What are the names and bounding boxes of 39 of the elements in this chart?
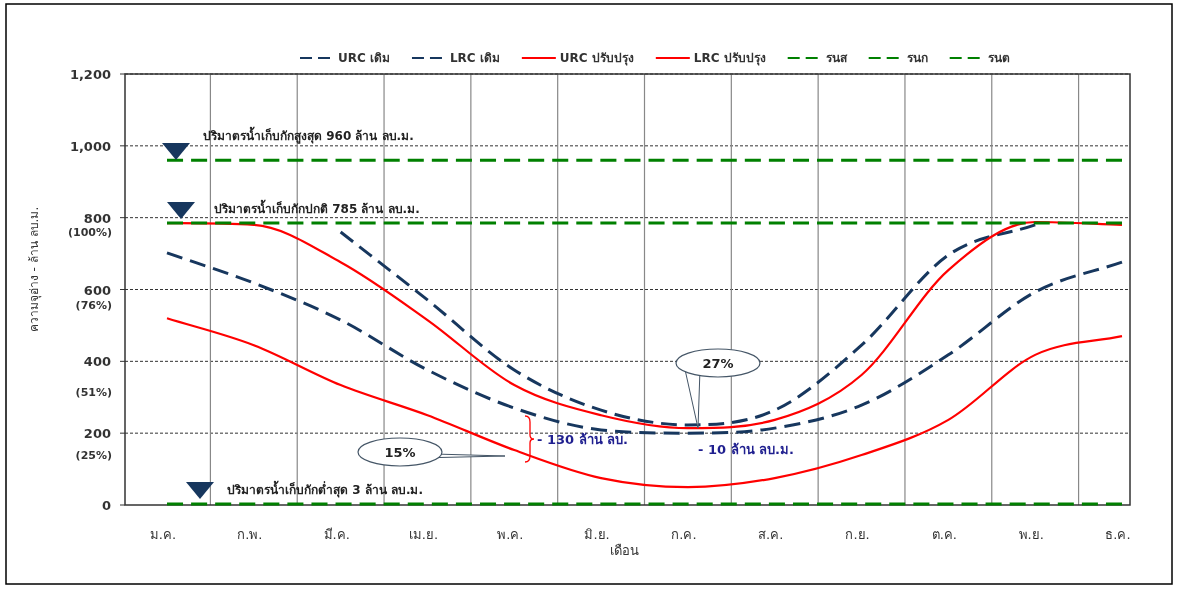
legend-label: รนต — [987, 51, 1010, 65]
legend-label: URC เดิม — [338, 51, 390, 65]
y-tick-label: 0 — [101, 498, 111, 513]
x-tick-label: ก.พ. — [237, 527, 263, 542]
x-tick-label: ก.ย. — [845, 527, 870, 542]
y-axis-title: ความจุอ่าง - ล้าน ลบ.ม. — [27, 206, 42, 333]
annotation: 15% — [384, 445, 416, 460]
legend-label: LRC เดิม — [449, 51, 500, 65]
x-tick-label: ต.ค. — [931, 527, 957, 542]
annotation: 27% — [702, 356, 734, 371]
y-tick-label: 800 — [83, 210, 111, 226]
x-tick-label: พ.ค. — [497, 527, 524, 542]
x-tick-label: ม.ค. — [149, 527, 177, 542]
legend-label: LRC ปรับปรุง — [693, 51, 766, 66]
annotation: - 130 ล้าน ลบ. — [537, 432, 629, 447]
x-tick-label: ธ.ค. — [1105, 527, 1131, 542]
annotation: ปริมาตรน้ำเก็บกักต่ำสุด 3 ล้าน ลบ.ม. — [227, 480, 423, 498]
x-tick-label: เม.ย. — [408, 527, 439, 542]
annotation: ปริมาตรน้ำเก็บกักปกติ 785 ล้าน ลบ.ม. — [214, 199, 420, 216]
x-tick-label: มี.ค. — [323, 527, 350, 542]
x-tick-label: พ.ย. — [1018, 527, 1044, 542]
y-tick-label: 600 — [83, 282, 111, 298]
y-tick-label: 400 — [83, 354, 111, 370]
legend-label: รนส — [825, 51, 848, 65]
text: (100%) — [67, 226, 112, 239]
text: (51%) — [75, 386, 112, 399]
x-tick-label: ส.ค. — [758, 527, 784, 542]
legend-label: URC ปรับปรุง — [559, 51, 634, 66]
x-axis-title: เดือน — [610, 543, 639, 558]
x-tick-label: ก.ค. — [671, 527, 697, 542]
legend-label: รนก — [906, 51, 928, 65]
annotation: - 10 ล้าน ลบ.ม. — [698, 442, 794, 457]
y-tick-label: 200 — [83, 426, 111, 442]
text: (76%) — [75, 299, 112, 312]
annotation: ปริมาตรน้ำเก็บกักสูงสุด 960 ล้าน ลบ.ม. — [203, 126, 414, 144]
y-tick-label: 1,200 — [69, 67, 111, 82]
x-tick-label: มิ.ย. — [584, 527, 610, 542]
y-tick-label: 1,000 — [69, 138, 111, 154]
text: (25%) — [75, 449, 112, 462]
